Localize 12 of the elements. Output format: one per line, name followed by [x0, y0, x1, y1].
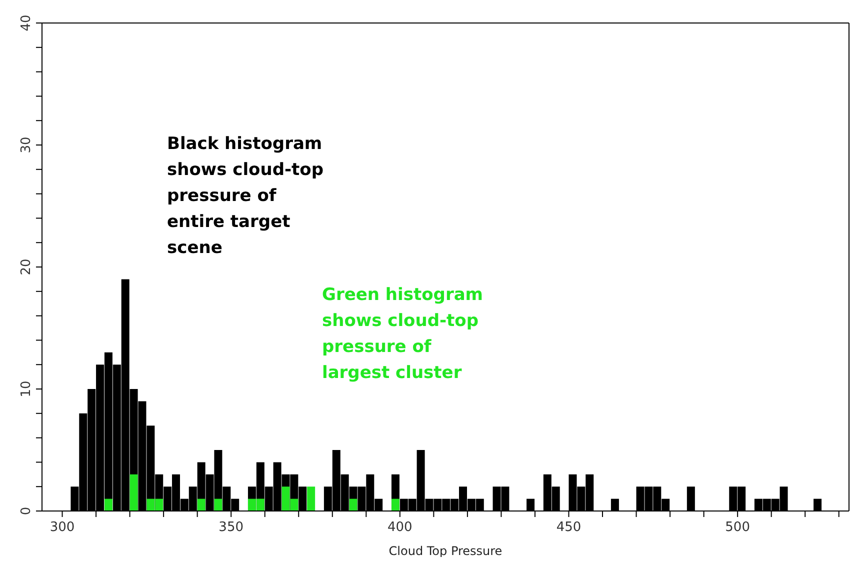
y-tick-label: 10 — [19, 380, 34, 398]
x-tick-label: 400 — [388, 520, 412, 535]
x-tick-label: 450 — [556, 520, 582, 535]
y-tick-label: 20 — [19, 258, 34, 276]
x-tick-label: 300 — [50, 520, 75, 535]
annotation: Black histogram shows cloud-top pressure of entire target scene — [167, 133, 325, 260]
annotation: Green histogram shows cloud-top pressure of largest cluster — [322, 284, 484, 385]
y-tick-label: 40 — [19, 14, 34, 32]
x-tick-label: 350 — [218, 520, 244, 535]
y-tick-label: 30 — [19, 136, 34, 154]
y-tick-label: 0 — [19, 506, 34, 516]
x-tick-label: 500 — [725, 520, 750, 535]
